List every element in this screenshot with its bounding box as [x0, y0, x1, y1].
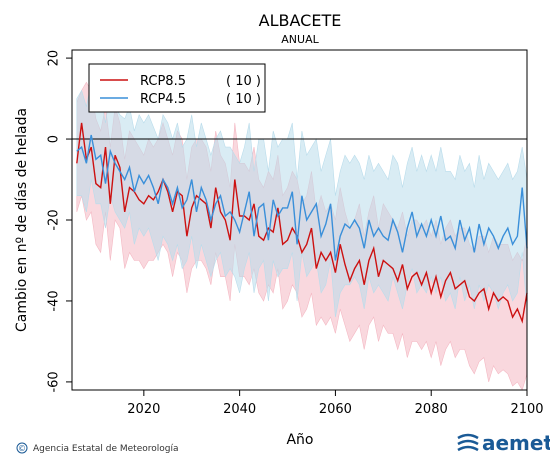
legend-count-rcp85: ( 10 ) — [226, 74, 261, 89]
y-tick-label: -40 — [47, 290, 62, 311]
credit-text: Agencia Estatal de Meteorología — [33, 444, 179, 454]
copyright-symbol: © — [18, 444, 26, 453]
y-tick-label: 0 — [47, 135, 62, 143]
aemet-logo-text: aemet — [482, 431, 550, 455]
aemet-logo-icon — [457, 433, 479, 452]
series-lines — [76, 122, 528, 324]
aemet-logo: aemet — [457, 431, 550, 455]
legend-count-rcp45: ( 10 ) — [226, 92, 261, 107]
x-tick-label: 2100 — [510, 402, 543, 417]
line-rcp85 — [76, 122, 528, 324]
y-tick-label: -20 — [47, 209, 62, 230]
y-tick-label: -60 — [47, 371, 62, 392]
x-axis: 2020 2040 2060 2080 2100 — [127, 390, 544, 417]
legend-label-rcp85: RCP8.5 — [140, 74, 186, 89]
y-axis: 20 0 -20 -40 -60 — [47, 50, 72, 393]
y-axis-label: Cambio en nº de días de helada — [14, 108, 30, 332]
line-rcp45 — [76, 134, 528, 261]
legend: RCP8.5 ( 10 ) RCP4.5 ( 10 ) — [88, 63, 266, 113]
footer-credit: © Agencia Estatal de Meteorología — [16, 442, 179, 454]
copyright-icon — [16, 442, 28, 454]
x-tick-label: 2060 — [319, 402, 352, 417]
x-axis-label: Año — [286, 432, 313, 448]
uncertainty-bands — [76, 81, 528, 391]
chart-title: ALBACETE — [259, 11, 342, 30]
x-tick-label: 2040 — [223, 402, 256, 417]
legend-box — [88, 63, 266, 113]
y-tick-label: 20 — [47, 50, 62, 67]
chart-subtitle: ANUAL — [281, 33, 319, 46]
x-tick-label: 2020 — [127, 402, 160, 417]
legend-label-rcp45: RCP4.5 — [140, 92, 186, 107]
x-tick-label: 2080 — [415, 402, 448, 417]
